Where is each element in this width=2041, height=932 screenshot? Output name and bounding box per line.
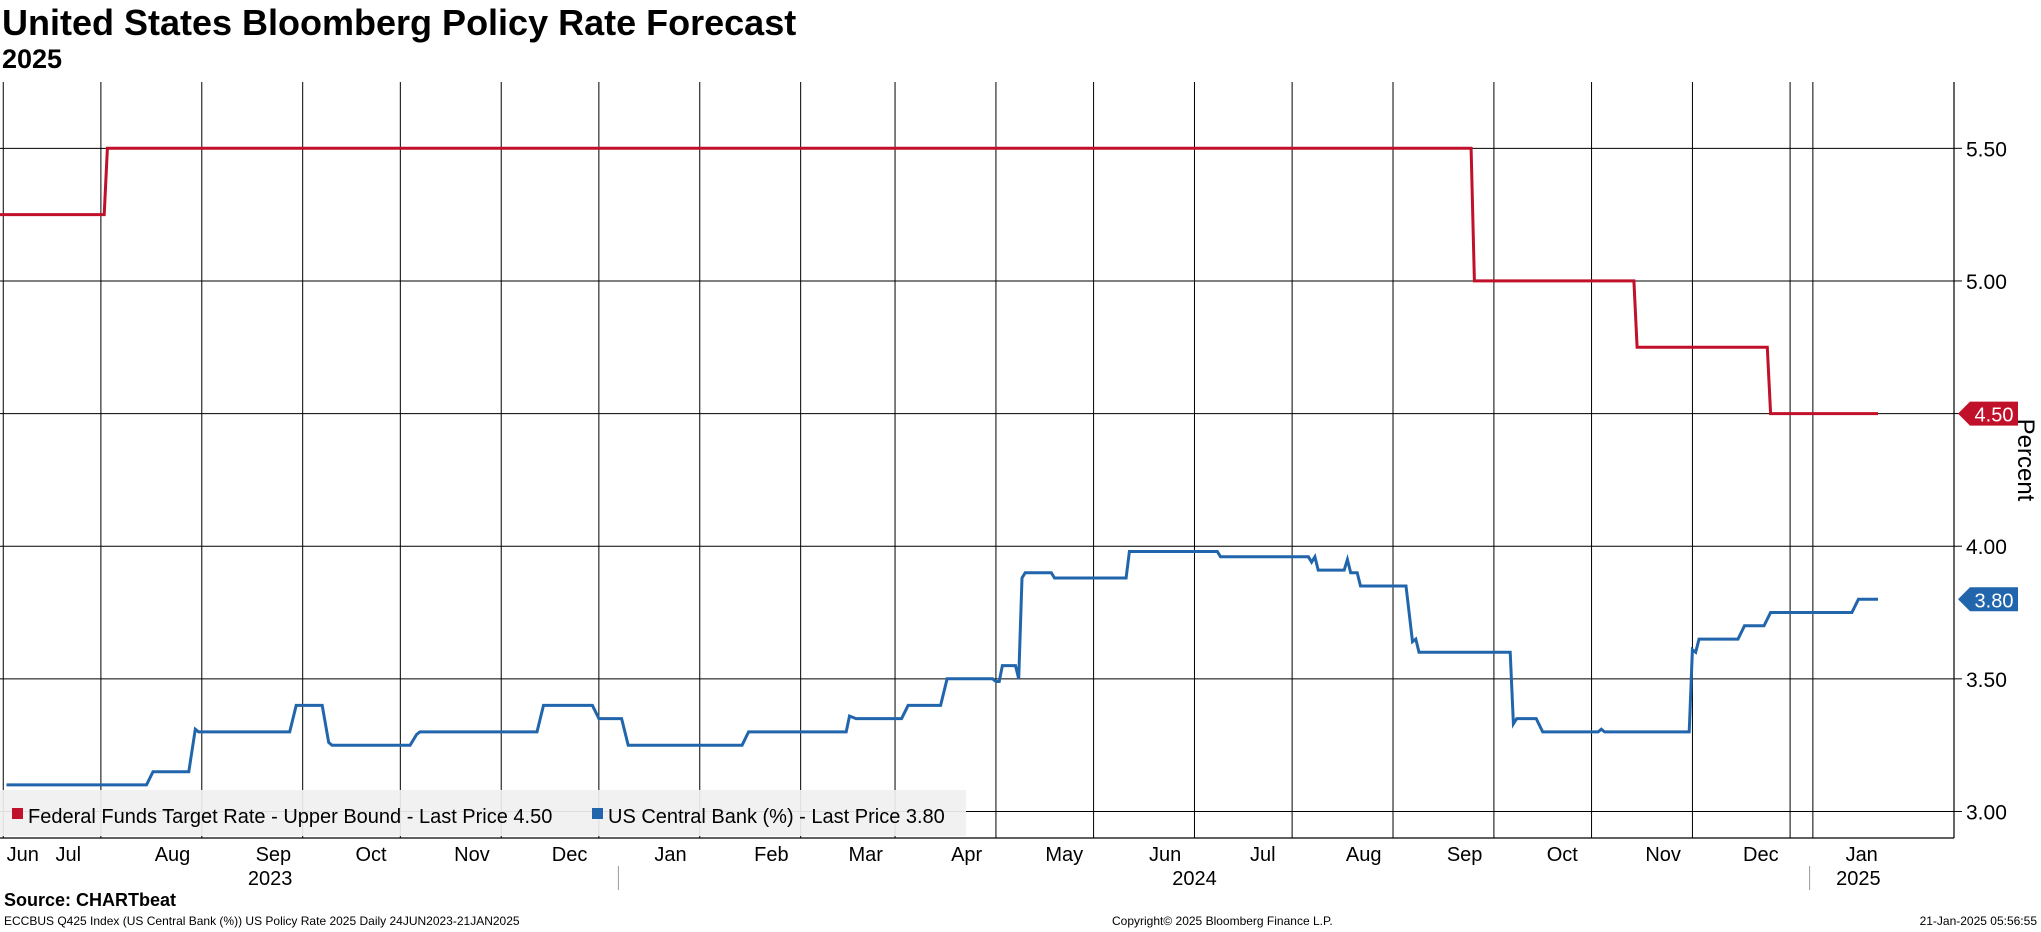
x-tick-label: Jul bbox=[1250, 844, 1276, 866]
x-tick-label: Apr bbox=[951, 844, 982, 866]
x-tick-label: Jun bbox=[1149, 844, 1181, 866]
y-tick-label: 3.50 bbox=[1966, 669, 2007, 692]
chart-subtitle: 2025 bbox=[2, 44, 63, 74]
timestamp: 21-Jan-2025 05:56:55 bbox=[1919, 914, 2037, 928]
x-tick-label: Jan bbox=[1846, 844, 1878, 866]
copyright-text: Copyright© 2025 Bloomberg Finance L.P. bbox=[1112, 914, 1333, 928]
y-tick-label: 3.00 bbox=[1966, 801, 2007, 824]
x-year-label: 2023 bbox=[248, 868, 293, 890]
series-line-us-central-bank bbox=[6, 550, 1878, 787]
x-tick-label: Sep bbox=[256, 844, 292, 866]
y-axis-title: Percent bbox=[2012, 419, 2039, 502]
ticker-info: ECCBUS Q425 Index (US Central Bank (%)) … bbox=[4, 914, 520, 928]
source-label: Source: CHARTbeat bbox=[4, 890, 177, 910]
x-tick-label: Nov bbox=[454, 844, 490, 866]
last-price-tag bbox=[1958, 587, 2018, 612]
x-tick-label: Feb bbox=[754, 844, 788, 866]
legend-swatch bbox=[592, 808, 603, 819]
legend[interactable]: Federal Funds Target Rate - Upper Bound … bbox=[0, 790, 966, 836]
legend-background bbox=[0, 790, 966, 836]
last-price-tag bbox=[1958, 401, 2018, 426]
x-year-label: 2024 bbox=[1172, 868, 1217, 890]
x-tick-label: Oct bbox=[1547, 844, 1579, 866]
x-tick-label: May bbox=[1045, 844, 1083, 866]
x-tick-label: Sep bbox=[1447, 844, 1483, 866]
x-year-label: 2025 bbox=[1836, 868, 1881, 890]
x-tick-label: Jan bbox=[654, 844, 686, 866]
last-price-label: 4.50 bbox=[1975, 405, 2014, 427]
y-tick-label: 5.00 bbox=[1966, 271, 2007, 294]
x-tick-label: Dec bbox=[1743, 844, 1779, 866]
y-tick-label: 5.50 bbox=[1966, 138, 2007, 161]
x-tick-label: Oct bbox=[355, 844, 387, 866]
legend-label: US Central Bank (%) - Last Price 3.80 bbox=[608, 806, 945, 828]
x-tick-label: Jun bbox=[7, 844, 39, 866]
x-tick-label: Jul bbox=[56, 844, 82, 866]
x-tick-label: Aug bbox=[155, 844, 191, 866]
x-tick-label: Dec bbox=[552, 844, 588, 866]
x-tick-label: Aug bbox=[1346, 844, 1382, 866]
x-tick-label: Mar bbox=[849, 844, 884, 866]
y-tick-label: 4.00 bbox=[1966, 536, 2007, 559]
legend-label: Federal Funds Target Rate - Upper Bound … bbox=[28, 806, 552, 828]
x-tick-label: Nov bbox=[1645, 844, 1681, 866]
chart-title: United States Bloomberg Policy Rate Fore… bbox=[2, 2, 797, 43]
last-price-label: 3.80 bbox=[1975, 590, 2014, 612]
series-line-fed-funds bbox=[0, 146, 1878, 416]
legend-swatch bbox=[12, 808, 23, 819]
